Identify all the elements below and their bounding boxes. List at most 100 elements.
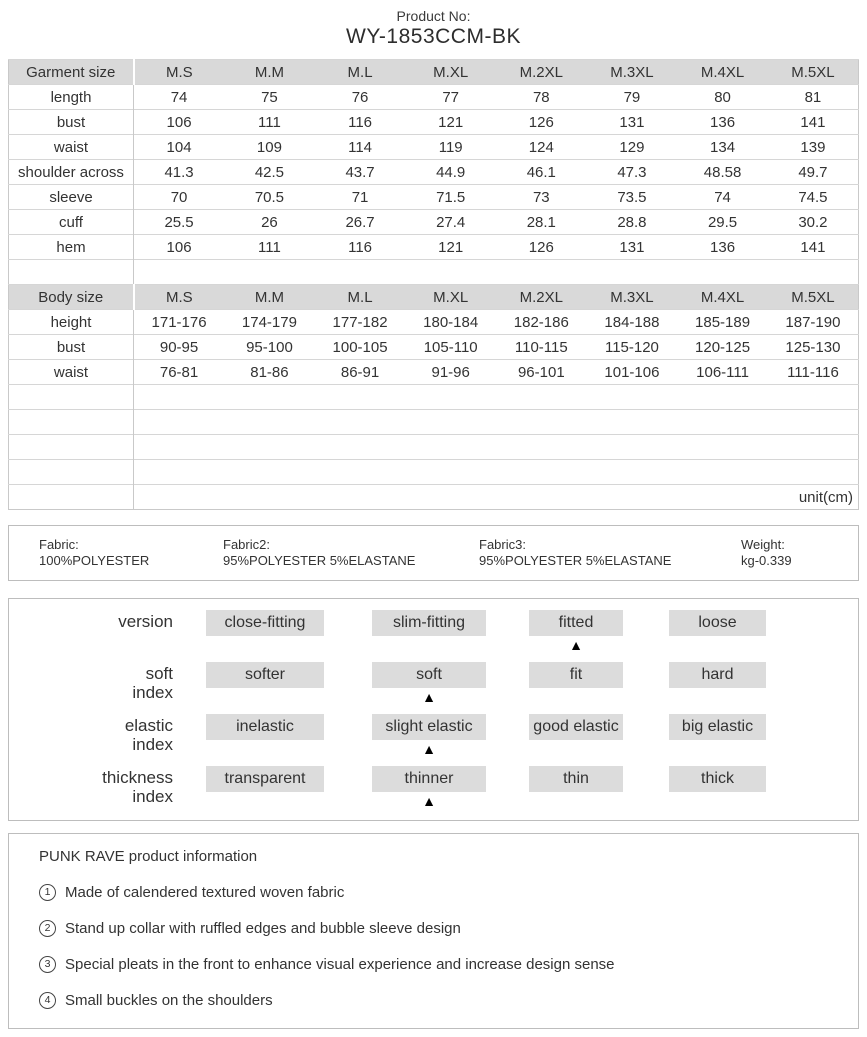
index-option-cell: thick: [669, 766, 766, 811]
measurement-value: 121: [405, 234, 496, 260]
measurement-value: 177-182: [314, 309, 406, 335]
index-option: fitted: [529, 610, 623, 636]
index-label-line: index: [132, 683, 173, 702]
measurement-row: cuff 25.5 26 26.7 27.4 28.1 28.8 29.5 30.2: [8, 209, 859, 235]
index-label-line: index: [132, 787, 173, 806]
size-column-header: M.2XL: [496, 284, 587, 310]
product-info-text: Stand up collar with ruffled edges and b…: [65, 920, 461, 937]
measurement-value: 134: [677, 134, 768, 160]
selected-marker-icon: ▲: [569, 637, 583, 653]
measurement-label: hem: [8, 234, 134, 260]
index-option: softer: [206, 662, 324, 688]
measurement-value: 116: [314, 234, 406, 260]
empty-value-cell: [133, 384, 859, 410]
index-label-line: soft: [145, 664, 173, 683]
empty-value-cell: [133, 434, 859, 460]
measurement-value: 76-81: [133, 359, 225, 385]
index-row: version close-fitting slim-fitting fitted ▲ l…: [9, 610, 858, 655]
measurement-value: 86-91: [314, 359, 406, 385]
item-number-badge: 1: [39, 884, 56, 901]
measurement-value: 79: [586, 84, 678, 110]
index-row: soft index softer soft ▲ fit hard: [9, 662, 858, 707]
index-panel: version close-fitting slim-fitting fitted ▲ l…: [8, 598, 859, 821]
product-info-item: 3 Special pleats in the front to enhance …: [39, 956, 828, 973]
measurement-label: sleeve: [8, 184, 134, 210]
fabric-value: 100%POLYESTER: [39, 553, 150, 568]
size-column-header: M.5XL: [767, 59, 859, 85]
fabric-column: Fabric: 100%POLYESTER: [39, 537, 223, 580]
measurement-value: 141: [767, 234, 859, 260]
measurement-value: 28.8: [586, 209, 678, 235]
measurement-value: 78: [496, 84, 587, 110]
product-info-title: PUNK RAVE product information: [39, 848, 258, 865]
index-option-cell: fit: [529, 662, 623, 707]
index-option: good elastic: [529, 714, 623, 740]
measurement-value: 70: [133, 184, 225, 210]
measurement-value: 46.1: [496, 159, 587, 185]
measurement-value: 136: [677, 234, 768, 260]
measurement-value: 185-189: [677, 309, 768, 335]
empty-value-cell: [133, 459, 859, 485]
measurement-value: 180-184: [405, 309, 496, 335]
measurement-value: 75: [224, 84, 315, 110]
fabric-label: Fabric2:: [223, 537, 270, 552]
measurement-value: 124: [496, 134, 587, 160]
measurement-value: 44.9: [405, 159, 496, 185]
index-option-cell: close-fitting: [206, 610, 324, 655]
measurement-value: 41.3: [133, 159, 225, 185]
index-option-cell: big elastic: [669, 714, 766, 759]
empty-value-cell: [133, 409, 859, 435]
measurement-value: 182-186: [496, 309, 587, 335]
size-column-header: M.L: [314, 284, 406, 310]
measurement-value: 131: [586, 109, 678, 135]
measurement-label: cuff: [8, 209, 134, 235]
fabric-info-box: Fabric: 100%POLYESTER Fabric2: 95%POLYESTER…: [8, 525, 859, 581]
measurement-label: length: [8, 84, 134, 110]
size-column-header: M.4XL: [677, 59, 768, 85]
body-size-header-row: Body size M.S M.M M.L M.XL M.2XL M.3XL M.4XL M.5…: [8, 284, 859, 310]
index-option: close-fitting: [206, 610, 324, 636]
measurement-value: 96-101: [496, 359, 587, 385]
size-column-header: M.4XL: [677, 284, 768, 310]
index-option: soft: [372, 662, 486, 688]
measurement-value: 120-125: [677, 334, 768, 360]
index-option-cell: hard: [669, 662, 766, 707]
index-option: thinner: [372, 766, 486, 792]
measurement-value: 27.4: [405, 209, 496, 235]
measurement-value: 25.5: [133, 209, 225, 235]
index-row-label: thickness index: [9, 766, 173, 806]
index-option-cell: thin: [529, 766, 623, 811]
measurement-value: 106: [133, 109, 225, 135]
measurement-value: 136: [677, 109, 768, 135]
measurement-value: 126: [496, 109, 587, 135]
index-row-label: soft index: [9, 662, 173, 702]
index-row: elastic index inelastic slight elastic ▲ good…: [9, 714, 858, 759]
measurement-value: 115-120: [586, 334, 678, 360]
index-option: inelastic: [206, 714, 324, 740]
measurement-value: 47.3: [586, 159, 678, 185]
measurement-value: 171-176: [133, 309, 225, 335]
size-column-header: M.M: [224, 284, 315, 310]
index-option-cell: fitted ▲: [529, 610, 623, 655]
measurement-value: 43.7: [314, 159, 406, 185]
measurement-value: 110-115: [496, 334, 587, 360]
measurement-value: 26: [224, 209, 315, 235]
empty-row: [8, 384, 859, 410]
size-column-header: M.3XL: [586, 59, 678, 85]
measurement-value: 49.7: [767, 159, 859, 185]
size-column-header: M.3XL: [586, 284, 678, 310]
size-column-header: M.5XL: [767, 284, 859, 310]
item-number-badge: 3: [39, 956, 56, 973]
index-label-line: version: [118, 612, 173, 631]
garment-size-title: Garment size: [8, 59, 135, 85]
empty-row: [8, 434, 859, 460]
index-option-cell: slim-fitting: [372, 610, 486, 655]
fabric-column: Weight: kg-0.339: [741, 537, 858, 580]
index-label-line: elastic: [124, 716, 173, 735]
measurement-value: 77: [405, 84, 496, 110]
measurement-label: bust: [8, 334, 134, 360]
measurement-value: 48.58: [677, 159, 768, 185]
fabric-label: Fabric3:: [479, 537, 526, 552]
measurement-value: 141: [767, 109, 859, 135]
